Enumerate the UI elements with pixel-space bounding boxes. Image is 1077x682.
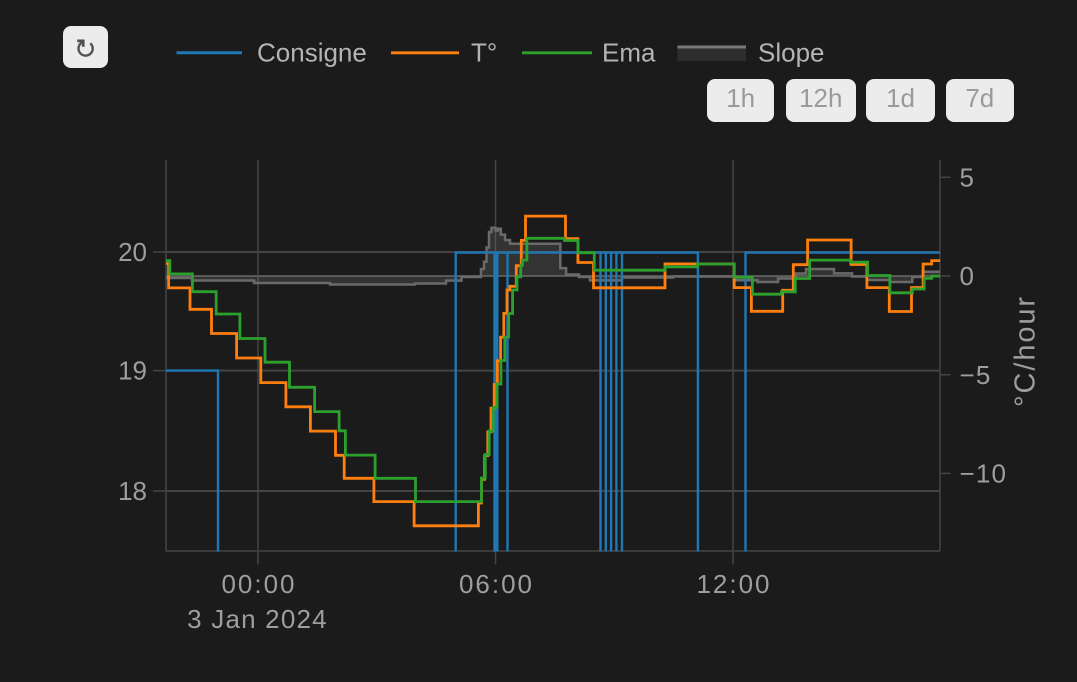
svg-text:Slope: Slope — [758, 38, 825, 68]
svg-text:12:00: 12:00 — [696, 569, 771, 599]
svg-text:06:00: 06:00 — [459, 569, 534, 599]
svg-text:−10: −10 — [960, 459, 1008, 489]
svg-text:18: 18 — [118, 476, 147, 506]
svg-text:T°: T° — [471, 38, 497, 68]
svg-text:Ema: Ema — [602, 38, 656, 68]
svg-text:00:00: 00:00 — [221, 569, 296, 599]
svg-text:°C/hour: °C/hour — [1010, 295, 1042, 407]
svg-text:−5: −5 — [960, 360, 992, 390]
svg-text:5: 5 — [960, 163, 976, 193]
svg-text:0: 0 — [960, 261, 976, 291]
svg-text:Consigne: Consigne — [257, 38, 367, 68]
svg-text:19: 19 — [118, 356, 147, 386]
svg-text:3 Jan 2024: 3 Jan 2024 — [187, 604, 328, 634]
svg-text:20: 20 — [118, 237, 147, 267]
